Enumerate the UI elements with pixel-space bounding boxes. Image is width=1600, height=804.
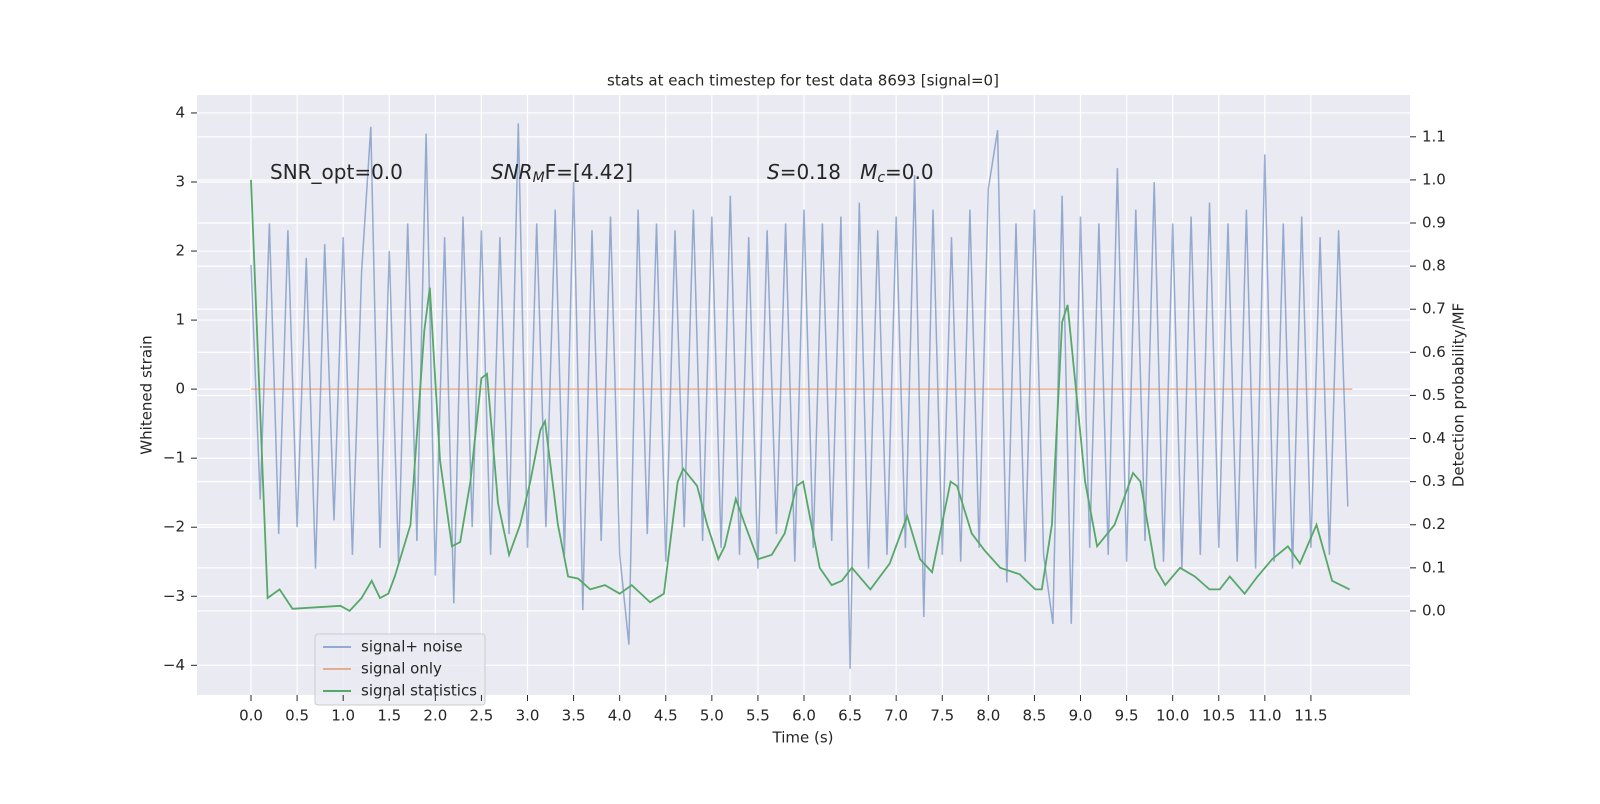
x-tick-label: 2.5 <box>469 707 493 725</box>
y2-axis-label: Detection probability/MF <box>1450 303 1468 487</box>
y-tick-label: −1 <box>163 449 185 467</box>
x-tick-label: 8.0 <box>976 707 1000 725</box>
y2-tick-label: 0.1 <box>1422 558 1446 576</box>
y-tick-label: 1 <box>175 311 185 329</box>
annotation-part: SNR <box>491 160 533 184</box>
x-tick-label: 1.0 <box>331 707 355 725</box>
annotation-part: SNR_opt=0.0 <box>270 160 403 184</box>
legend: signal+ noise signal only signal statistic… <box>314 633 486 706</box>
y-axis-label: Whitened strain <box>138 335 156 454</box>
annotation: S=0.18 Mc=0.0 <box>767 160 934 187</box>
y2-tick-label: 0.0 <box>1422 601 1446 619</box>
chart-title: stats at each timestep for test data 869… <box>607 72 999 90</box>
x-tick-label: 5.0 <box>700 707 724 725</box>
y2-tick-label: 0.4 <box>1422 429 1446 447</box>
x-tick-label: 0.0 <box>239 707 263 725</box>
x-tick-label: 8.5 <box>1022 707 1046 725</box>
y-tick-label: −4 <box>163 656 185 674</box>
y-tick-label: 4 <box>175 103 185 121</box>
x-tick-label: 11.0 <box>1248 707 1281 725</box>
x-tick-label: 3.5 <box>562 707 586 725</box>
x-axis-label: Time (s) <box>772 729 834 747</box>
x-tick-label: 3.0 <box>516 707 540 725</box>
annotation-part: F=[4.42] <box>545 160 633 184</box>
x-tick-label: 10.5 <box>1202 707 1235 725</box>
x-tick-label: 2.0 <box>423 707 447 725</box>
y2-tick-label: 0.7 <box>1422 300 1446 318</box>
y-tick-label: −3 <box>163 587 185 605</box>
x-tick-label: 11.5 <box>1294 707 1327 725</box>
annotation-part: M <box>860 160 877 184</box>
x-tick-label: 4.5 <box>654 707 678 725</box>
y2-tick-label: 0.9 <box>1422 214 1446 232</box>
x-tick-label: 4.0 <box>608 707 632 725</box>
x-tick-label: 1.5 <box>377 707 401 725</box>
legend-box <box>314 633 486 706</box>
x-tick-label: 6.0 <box>792 707 816 725</box>
annotation: SNR_opt=0.0 <box>270 160 403 184</box>
x-tick-label: 10.0 <box>1156 707 1189 725</box>
y-tick-label: 2 <box>175 242 185 260</box>
annotation-part: S <box>767 160 780 184</box>
series-line <box>250 179 1350 613</box>
legend-label: signal only <box>361 660 442 678</box>
y2-tick-label: 0.3 <box>1422 472 1446 490</box>
x-tick-label: 9.5 <box>1115 707 1139 725</box>
y2-tick-label: 0.8 <box>1422 257 1446 275</box>
y2-tick-label: 0.2 <box>1422 515 1446 533</box>
y2-tick-label: 0.5 <box>1422 386 1446 404</box>
y-tick-label: 3 <box>175 172 185 190</box>
y2-tick-label: 1.1 <box>1422 127 1446 145</box>
series-line <box>250 123 1349 669</box>
x-tick-label: 6.5 <box>838 707 862 725</box>
x-tick-label: 9.0 <box>1069 707 1093 725</box>
legend-label: signal statistics <box>361 682 477 700</box>
y2-tick-label: 1.0 <box>1422 170 1446 188</box>
x-tick-label: 0.5 <box>285 707 309 725</box>
y-tick-label: 0 <box>175 380 185 398</box>
x-tick-label: 5.5 <box>746 707 770 725</box>
legend-label: signal+ noise <box>361 638 463 656</box>
annotation-part: =0.18 <box>780 160 860 184</box>
annotation: SNRMF=[4.42] <box>491 160 633 187</box>
annotation-part: c <box>877 170 885 186</box>
annotation-part: M <box>533 170 545 186</box>
annotation-part: =0.0 <box>885 160 934 184</box>
x-tick-label: 7.5 <box>930 707 954 725</box>
y-tick-label: −2 <box>163 518 185 536</box>
annotations: SNR_opt=0.0 SNRMF=[4.42] S=0.18 Mc=0.0 <box>270 160 934 187</box>
lines <box>250 123 1353 669</box>
x-tick-label: 7.0 <box>884 707 908 725</box>
y2-tick-label: 0.6 <box>1422 343 1446 361</box>
